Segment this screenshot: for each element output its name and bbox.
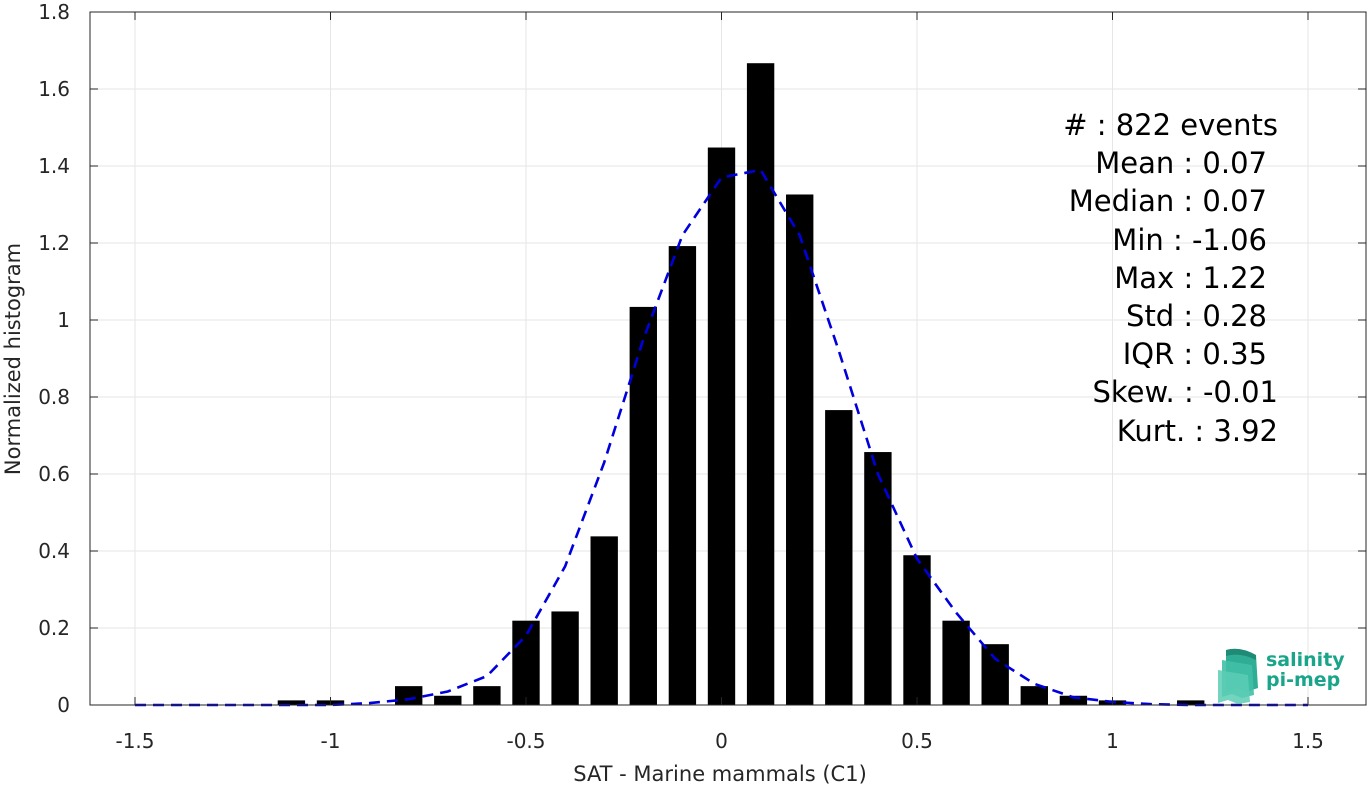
stat-skew: Skew. : -0.01 — [1092, 375, 1278, 409]
stat-std: Std : 0.28 — [1126, 299, 1267, 333]
statistics-annotation: # : 822 events Mean : 0.07 Median : 0.07… — [1063, 108, 1278, 448]
y-tick-label: 1.8 — [38, 0, 70, 24]
histogram-bar — [864, 452, 892, 705]
histogram-bar — [668, 246, 697, 705]
histogram-bar — [1020, 686, 1048, 705]
histogram-bar — [512, 620, 540, 705]
y-tick-label: 0.2 — [38, 616, 70, 640]
x-tick-label: 1 — [1106, 729, 1119, 753]
histogram-bar — [395, 686, 423, 705]
x-axis-label: SAT - Marine mammals (C1) — [573, 762, 867, 785]
logo-text-line2: pi-mep — [1266, 669, 1340, 691]
histogram-bar — [434, 695, 462, 705]
y-tick-labels: 0 0.2 0.4 0.6 0.8 1 1.2 1.4 1.6 1.8 — [38, 0, 70, 717]
histogram-bars — [277, 63, 1205, 706]
x-tick-label: 0.5 — [901, 729, 933, 753]
histogram-bar — [825, 410, 853, 705]
logo-icon — [1218, 648, 1258, 704]
histogram-bar — [590, 536, 618, 705]
y-tick-label: 1.2 — [38, 231, 70, 255]
stat-median: Median : 0.07 — [1069, 184, 1267, 218]
histogram-bar — [903, 555, 931, 705]
y-tick-label: 1 — [57, 308, 70, 332]
histogram-bar — [1177, 700, 1205, 705]
stat-events: # : 822 events — [1063, 108, 1278, 142]
axes-box — [89, 11, 1367, 706]
histogram-bar — [707, 147, 736, 705]
histogram-bar — [981, 644, 1009, 705]
histogram-bar — [786, 194, 814, 706]
stat-min: Min : -1.06 — [1112, 223, 1267, 257]
stat-max: Max : 1.22 — [1114, 261, 1267, 295]
x-tick-label: -0.5 — [506, 729, 545, 753]
x-tick-label: -1.5 — [115, 729, 154, 753]
logo-text-line1: salinity — [1266, 649, 1345, 671]
stat-kurt: Kurt. : 3.92 — [1117, 414, 1278, 448]
y-axis-label: Normalized histogram — [1, 243, 25, 475]
histogram-bar — [942, 620, 970, 705]
y-tick-label: 1.6 — [38, 77, 70, 101]
histogram-bar — [551, 611, 579, 705]
salinity-pi-mep-logo: salinity pi-mep — [1218, 648, 1345, 704]
histogram-bar — [277, 700, 306, 705]
y-tick-label: 0 — [57, 693, 70, 717]
stat-mean: Mean : 0.07 — [1095, 146, 1267, 180]
axis-ticks — [90, 11, 1366, 706]
x-tick-label: 1.5 — [1292, 729, 1324, 753]
histogram-bar — [473, 686, 501, 705]
y-tick-label: 0.8 — [38, 385, 70, 409]
histogram-bar — [629, 306, 657, 705]
y-tick-label: 1.4 — [38, 154, 70, 178]
stat-iqr: IQR : 0.35 — [1123, 337, 1267, 371]
y-tick-label: 0.4 — [38, 539, 70, 563]
histogram-bar — [746, 63, 775, 705]
x-tick-label: -1 — [321, 729, 341, 753]
histogram-bar — [1059, 695, 1088, 705]
x-tick-labels: -1.5 -1 -0.5 0 0.5 1 1.5 — [115, 729, 1323, 753]
x-tick-label: 0 — [715, 729, 728, 753]
y-tick-label: 0.6 — [38, 462, 70, 486]
